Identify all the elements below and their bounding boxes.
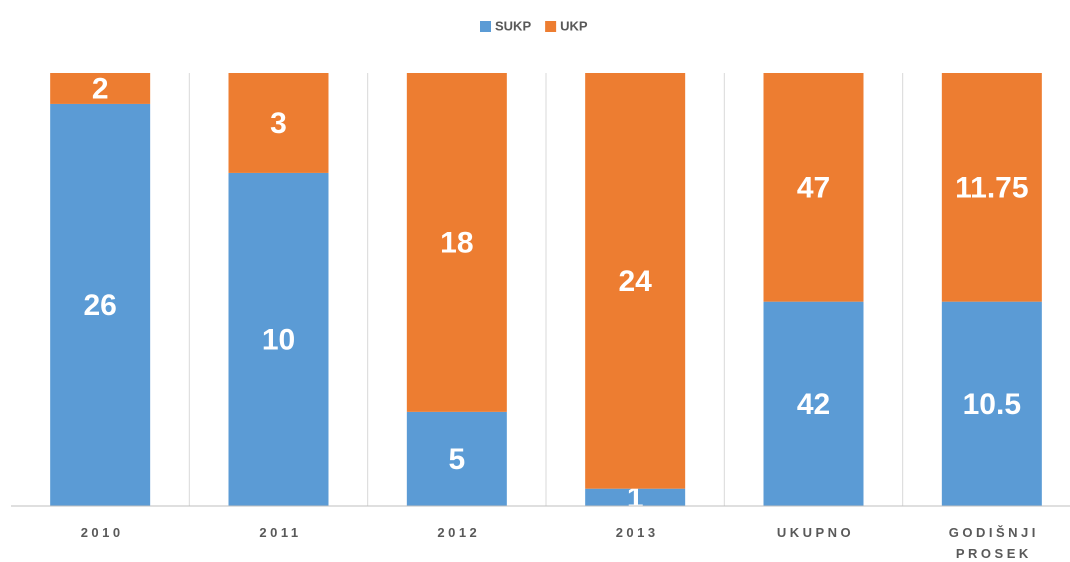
legend-label: SUKP xyxy=(495,18,531,33)
data-label: 26 xyxy=(83,289,116,322)
data-label: 3 xyxy=(270,107,287,140)
data-label: 11.75 xyxy=(955,171,1028,204)
data-label: 42 xyxy=(797,388,830,421)
x-tick-label: GODIŠNJI PROSEK xyxy=(948,525,1039,561)
bar-segment xyxy=(50,73,151,104)
data-label: 10.5 xyxy=(963,388,1021,421)
legend-swatch xyxy=(545,21,557,32)
legend-swatch xyxy=(480,21,491,32)
x-tick-label: UKUPNO xyxy=(776,525,855,540)
data-label: 5 xyxy=(448,443,465,476)
bar-segment xyxy=(941,73,1042,302)
data-label: 18 xyxy=(440,226,473,259)
legend-label: UKP xyxy=(560,18,588,33)
x-tick-label: 2012 xyxy=(437,525,481,540)
bar-segment xyxy=(406,411,507,506)
x-tick-label: 2010 xyxy=(80,525,124,540)
data-label: 24 xyxy=(618,265,652,298)
bar-segment xyxy=(228,172,329,506)
x-tick-label: 2013 xyxy=(615,525,659,540)
x-tick-label: 2011 xyxy=(259,525,302,540)
bar-segment xyxy=(50,103,151,506)
data-label: 47 xyxy=(797,171,830,204)
bar-segment xyxy=(763,73,864,302)
bar-segment xyxy=(941,301,1042,506)
data-label: 10 xyxy=(262,323,295,356)
bar-segment xyxy=(585,488,686,506)
bar-segment xyxy=(585,73,686,489)
data-label: 2 xyxy=(92,72,109,105)
bar-segment xyxy=(228,73,329,173)
bar-segment xyxy=(406,73,507,412)
bar-segment xyxy=(763,301,864,506)
